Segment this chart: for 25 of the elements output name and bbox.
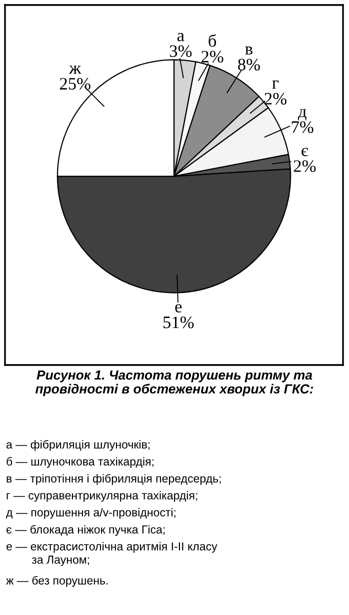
text: г — суправентрикулярна тахікардія;: [6, 491, 198, 502]
data-label: 25%: [60, 78, 90, 90]
slice-label: е: [175, 304, 182, 312]
data-label: 2%: [294, 160, 316, 172]
slice-label: в: [245, 46, 252, 55]
slice-label: г: [272, 80, 279, 89]
text: Рисунок 1. Частота порушень ритму та провідності в обстежених хворих із ГКС:: [35, 370, 314, 396]
slice-label: є: [302, 148, 308, 156]
text: б — шлуночкова тахікардія;: [6, 457, 154, 468]
slice-label: д: [298, 109, 306, 120]
text: е — екстрасистолічна аритмія I-II класу за Лауном;: [6, 542, 218, 566]
slice-label: а: [177, 32, 184, 42]
data-label: 8%: [238, 58, 260, 70]
text: в — тріпотіння і фібриляція передсердь;: [6, 474, 221, 485]
data-label: 2%: [264, 92, 286, 105]
data-label: 3%: [170, 45, 192, 58]
text: ж — без порушень.: [6, 576, 108, 587]
text: д — порушення а/v-провідності;: [6, 508, 176, 519]
slice-label: ж: [69, 66, 82, 74]
data-label: 7%: [292, 121, 314, 134]
text: є — блокада ніжок пучка Гіса;: [6, 525, 165, 536]
text: а — фібриляція шлуночків;: [6, 440, 150, 451]
data-label: 51%: [163, 316, 194, 328]
data-label: 2%: [201, 50, 224, 63]
slice-label: б: [208, 34, 216, 47]
